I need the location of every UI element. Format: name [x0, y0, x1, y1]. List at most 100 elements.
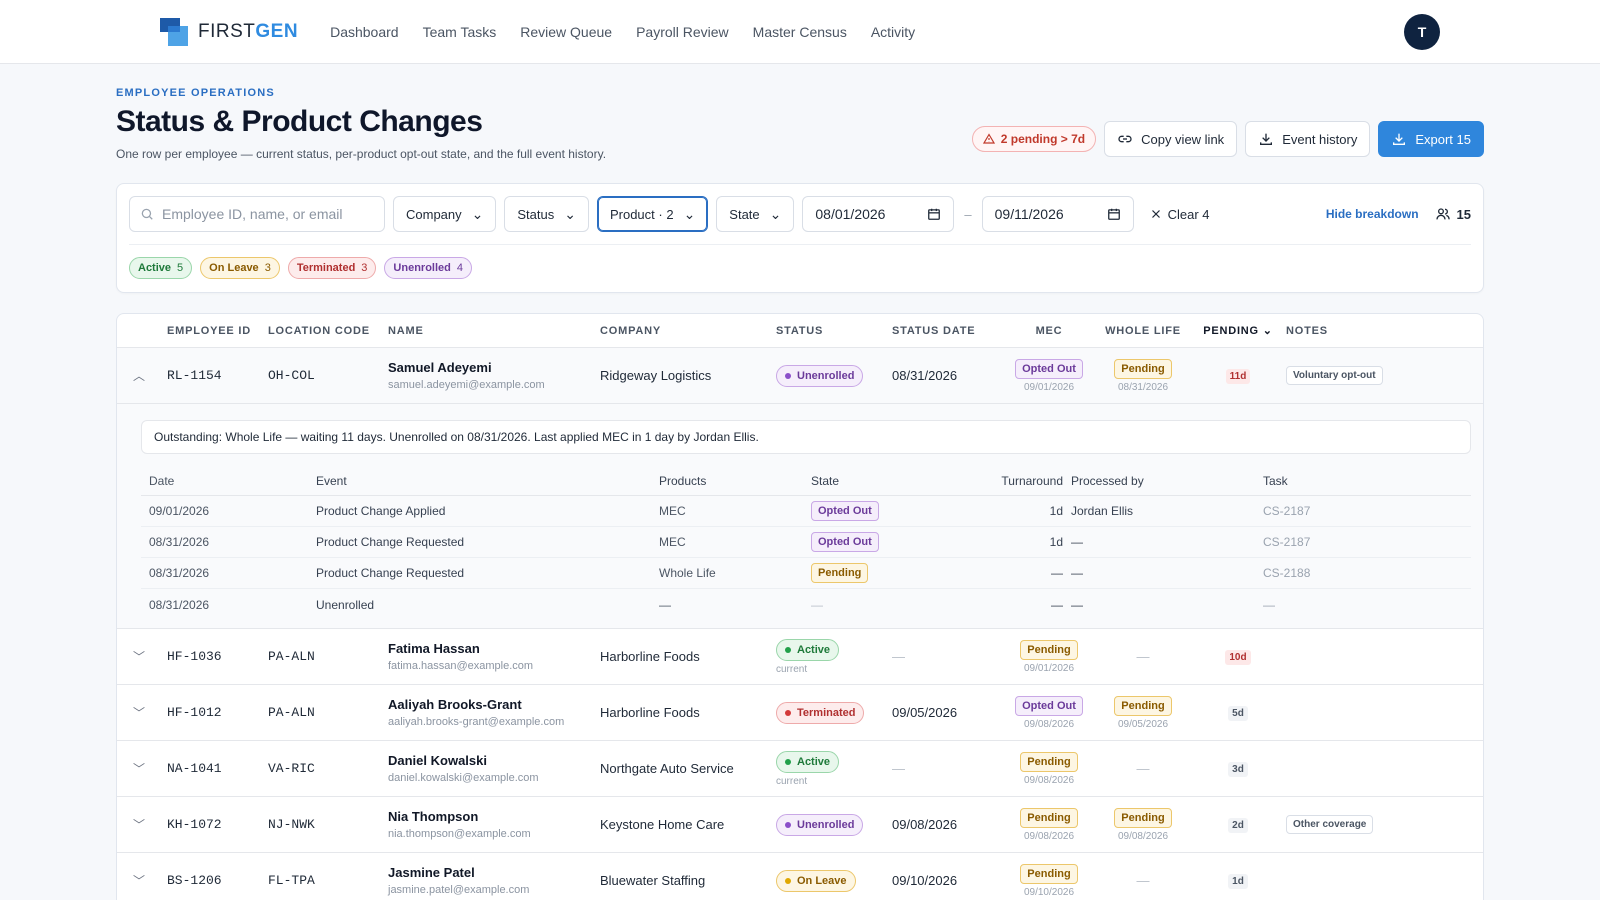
hide-breakdown-link[interactable]: Hide breakdown — [1325, 207, 1419, 221]
date-to-input[interactable]: 09/11/2026 — [981, 196, 1134, 232]
copy-view-link-label: Copy view link — [1141, 131, 1225, 147]
note-tag: Voluntary opt-out — [1286, 366, 1383, 385]
event-state-tag: Opted Out — [811, 501, 879, 521]
status-badge: Active — [776, 750, 840, 773]
employee-name[interactable]: Fatima Hassan — [388, 641, 480, 656]
col-pending[interactable]: PENDING ⌄ — [1190, 324, 1286, 337]
state-filter-dropdown[interactable]: State ⌄ — [716, 196, 795, 232]
company: Northgate Auto Service — [600, 761, 734, 776]
employee-email: nia.thompson@example.com — [388, 828, 531, 840]
chip-label: Terminated — [296, 262, 356, 274]
col-notes[interactable]: NOTES — [1286, 324, 1328, 337]
nav-payroll-review[interactable]: Payroll Review — [636, 23, 729, 40]
event-history-button[interactable]: Event history — [1245, 121, 1371, 157]
table-row[interactable]: ﹀ NA-1041 VA-RIC Daniel Kowalski daniel.k… — [117, 741, 1483, 797]
col-name[interactable]: NAME — [388, 324, 424, 337]
location-code: OH-COL — [268, 368, 315, 383]
employee-email: fatima.hassan@example.com — [388, 660, 534, 672]
date-range-separator: – — [964, 206, 972, 222]
chevron-down-icon[interactable]: ﹀ — [133, 874, 146, 888]
search-box[interactable] — [129, 196, 385, 232]
mec-date: 09/08/2026 — [1023, 774, 1075, 786]
chip-unenrolled[interactable]: Unenrolled 4 — [384, 257, 472, 279]
employee-id: HF-1036 — [167, 649, 222, 664]
page-title: Status & Product Changes — [116, 105, 483, 138]
user-avatar[interactable]: T — [1404, 14, 1440, 50]
mec-state: Opted Out — [1015, 695, 1083, 716]
col-status[interactable]: STATUS — [776, 324, 824, 337]
whole-life-state: — — [1136, 873, 1150, 888]
pending-alert-badge[interactable]: 2 pending > 7d — [971, 126, 1097, 152]
pending-alert-label: 2 pending > 7d — [1000, 132, 1086, 146]
clear-filters-label: Clear 4 — [1167, 206, 1210, 222]
col-location-code[interactable]: LOCATION CODE — [268, 324, 370, 337]
chip-label: On Leave — [209, 262, 259, 274]
mec-state: Pending — [1020, 863, 1078, 884]
status-sub: current — [776, 663, 808, 675]
event-row: 08/31/2026 Product Change Requested Whol… — [141, 558, 1471, 589]
employee-name[interactable]: Daniel Kowalski — [388, 753, 487, 768]
copy-view-link-button[interactable]: Copy view link — [1104, 121, 1238, 157]
date-from-input[interactable]: 08/01/2026 — [802, 196, 955, 232]
table-row[interactable]: ︿ RL-1154 OH-COL Samuel Adeyemi samuel.ad… — [117, 348, 1483, 404]
status-filter-dropdown[interactable]: Status ⌄ — [504, 196, 589, 232]
status-date: 09/08/2026 — [892, 817, 958, 832]
employee-name[interactable]: Samuel Adeyemi — [388, 360, 492, 375]
chevron-up-icon[interactable]: ︿ — [133, 369, 146, 383]
pending-days: 11d — [1225, 369, 1251, 384]
employee-name[interactable]: Aaliyah Brooks-Grant — [388, 697, 522, 712]
task-link[interactable]: CS-2187 — [1263, 504, 1311, 518]
company-filter-dropdown[interactable]: Company ⌄ — [393, 196, 497, 232]
product-filter-dropdown[interactable]: Product · 2 ⌄ — [596, 196, 709, 232]
col-company[interactable]: COMPANY — [600, 324, 662, 337]
employee-name[interactable]: Nia Thompson — [388, 809, 479, 824]
employee-id: KH-1072 — [167, 817, 222, 832]
chevron-down-icon[interactable]: ﹀ — [133, 706, 146, 720]
table-row[interactable]: ﹀ HF-1012 PA-ALN Aaliyah Brooks-Grant aal… — [117, 685, 1483, 741]
table-row[interactable]: ﹀ HF-1036 PA-ALN Fatima Hassan fatima.has… — [117, 629, 1483, 685]
chip-count: 3 — [264, 262, 271, 274]
brand-logo[interactable]: FIRSTGEN — [160, 17, 299, 46]
chevron-down-icon[interactable]: ﹀ — [133, 762, 146, 776]
nav-review-queue[interactable]: Review Queue — [520, 23, 613, 40]
task-link[interactable]: CS-2187 — [1263, 535, 1311, 549]
col-whole-life[interactable]: WHOLE LIFE — [1105, 324, 1181, 337]
employee-name[interactable]: Jasmine Patel — [388, 865, 475, 880]
chip-count: 4 — [456, 262, 463, 274]
col-mec[interactable]: MEC — [1035, 324, 1063, 337]
export-button[interactable]: Export 15 — [1378, 121, 1484, 157]
mec-state: Pending — [1020, 807, 1078, 828]
whole-life-state: Pending — [1114, 358, 1172, 379]
mec-state: Pending — [1020, 639, 1078, 660]
search-input[interactable] — [162, 206, 362, 222]
location-code: VA-RIC — [268, 761, 315, 776]
calendar-icon[interactable] — [1107, 207, 1121, 221]
location-code: PA-ALN — [268, 705, 315, 720]
chevron-down-icon[interactable]: ﹀ — [133, 650, 146, 664]
pending-days: 10d — [1225, 650, 1251, 665]
chip-terminated[interactable]: Terminated 3 — [287, 257, 377, 279]
employee-id: NA-1041 — [167, 761, 222, 776]
nav-activity[interactable]: Activity — [870, 23, 916, 40]
users-icon — [1435, 208, 1450, 220]
table-row[interactable]: ﹀ KH-1072 NJ-NWK Nia Thompson nia.thompso… — [117, 797, 1483, 853]
clear-filters-button[interactable]: Clear 4 — [1150, 207, 1210, 222]
brand-name: FIRSTGEN — [198, 20, 299, 42]
pending-days: 2d — [1228, 818, 1248, 833]
calendar-icon[interactable] — [927, 207, 941, 221]
event-table-header: Date Event Products State Turnaround Pro… — [141, 466, 1471, 496]
task-link[interactable]: CS-2188 — [1263, 566, 1311, 580]
product-filter-label: Product · 2 — [609, 206, 674, 222]
whole-life-state: Pending — [1114, 695, 1172, 716]
nav-team-tasks[interactable]: Team Tasks — [422, 23, 497, 40]
col-status-date[interactable]: STATUS DATE — [892, 324, 976, 337]
chevron-down-icon[interactable]: ﹀ — [133, 818, 146, 832]
employee-email: aaliyah.brooks-grant@example.com — [388, 716, 565, 728]
chip-active[interactable]: Active 5 — [129, 257, 193, 279]
event-history-label: Event history — [1282, 131, 1358, 147]
chip-on-leave[interactable]: On Leave 3 — [200, 257, 280, 279]
table-row[interactable]: ﹀ BS-1206 FL-TPA Jasmine Patel jasmine.pa… — [117, 853, 1483, 900]
col-employee-id[interactable]: EMPLOYEE ID — [167, 324, 251, 337]
nav-master-census[interactable]: Master Census — [752, 23, 847, 40]
nav-dashboard[interactable]: Dashboard — [330, 23, 399, 40]
